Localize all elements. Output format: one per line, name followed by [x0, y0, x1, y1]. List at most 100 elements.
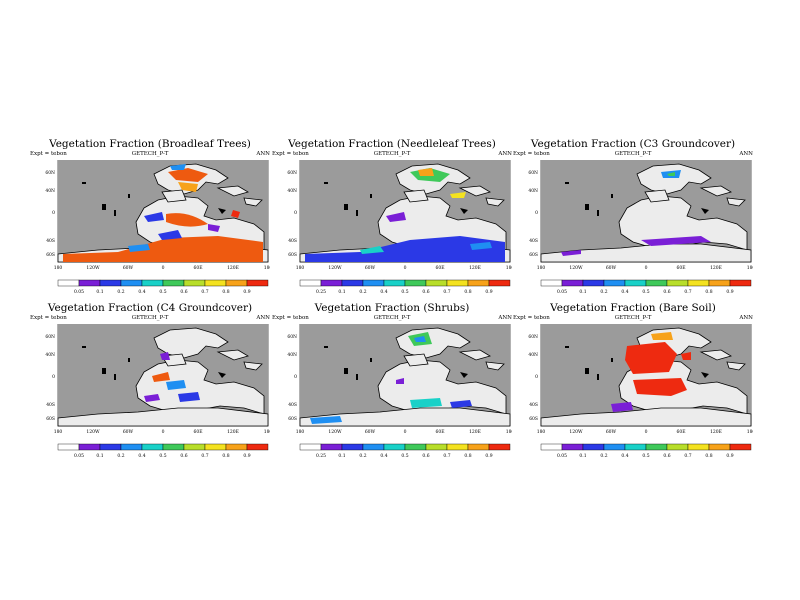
lon-tick-label: 0	[162, 429, 165, 434]
lat-tick-label: 0	[535, 210, 538, 216]
colorbar-label: 0.9	[243, 289, 250, 295]
lat-tick-label: 40S	[46, 402, 55, 408]
colorbar-swatch	[320, 279, 343, 287]
panel-c3: Vegetation Fraction (C3 Groundcover) Exp…	[513, 138, 753, 298]
colorbar-label: 0.6	[663, 453, 670, 459]
lat-tick-label: 0	[294, 210, 297, 216]
lon-tick-label: 60W	[365, 429, 376, 434]
season-label: ANN	[256, 315, 270, 321]
colorbar-label: 0.7	[201, 289, 208, 295]
colorbar-label: 0.1	[96, 289, 103, 295]
map-c3: 60N 40N 0 40S 60S 180 120W 60W 0 60E 120E 180	[528, 160, 753, 270]
colorbar-swatch	[362, 443, 385, 451]
lat-tick-label: 60S	[529, 416, 538, 422]
colorbar-swatch	[120, 443, 143, 451]
expt-label: Expt = tebon	[30, 315, 67, 321]
colorbar-swatch	[645, 443, 668, 451]
lat-tick-label: 40S	[288, 402, 297, 408]
colorbar-swatch	[540, 279, 563, 287]
season-label: ANN	[498, 151, 512, 157]
colorbar-label: 0.6	[180, 289, 187, 295]
lat-tick-label: 40S	[288, 238, 297, 244]
colorbar-label: 0.8	[705, 289, 712, 295]
colorbar-swatch	[341, 443, 364, 451]
expt-label: Expt = tebon	[513, 151, 550, 157]
lat-tick-label: 0	[535, 374, 538, 380]
subtitle: GETECH_P-T	[614, 151, 652, 157]
lon-tick-label: 180	[54, 265, 63, 270]
colorbar-swatch	[645, 279, 668, 287]
lon-tick-label: 60E	[676, 429, 685, 434]
colorbar-label: 0.1	[338, 289, 345, 295]
colorbar-label: 0.6	[422, 453, 429, 459]
colorbar-swatch	[561, 279, 584, 287]
colorbar-swatch	[624, 443, 647, 451]
colorbar-label: 0.5	[159, 453, 166, 459]
lon-tick-label: 60E	[435, 265, 444, 270]
lon-tick-label: 180	[537, 429, 546, 434]
lon-tick-label: 180	[537, 265, 546, 270]
colorbar-swatch	[383, 279, 406, 287]
colorbar-swatch	[320, 443, 343, 451]
lat-tick-label: 60S	[288, 252, 297, 258]
lat-tick-label: 60S	[288, 416, 297, 422]
colorbar: 0.05 0.1 0.2 0.4 0.5 0.6 0.7 0.8 0.9	[540, 279, 752, 295]
colorbar-label: 0.9	[726, 289, 733, 295]
map-content	[540, 324, 752, 427]
colorbar-swatch	[404, 279, 427, 287]
lon-tick-label: 120E	[710, 265, 722, 270]
lat-tick-label: 40N	[45, 352, 55, 358]
expt-label: Expt = tebon	[272, 151, 309, 157]
lon-tick-label: 120W	[86, 265, 100, 270]
colorbar-swatch	[183, 443, 206, 451]
colorbar-label: 0.2	[600, 453, 607, 459]
lon-tick-label: 180	[264, 265, 270, 270]
subtitle: GETECH_P-T	[373, 315, 411, 321]
colorbar-swatch	[488, 279, 511, 287]
season-label: ANN	[256, 151, 270, 157]
map-content	[540, 160, 752, 263]
colorbar: 0.05 0.1 0.2 0.4 0.5 0.6 0.7 0.8 0.9	[57, 443, 269, 459]
season-label: ANN	[739, 315, 753, 321]
colorbar-label: 0.05	[74, 289, 84, 295]
colorbar-swatch	[141, 443, 164, 451]
colorbar-label: 0.4	[621, 289, 628, 295]
colorbar-label: 0.8	[464, 453, 471, 459]
colorbar-label: 0.7	[201, 453, 208, 459]
panel-title: Vegetation Fraction (C3 Groundcover)	[530, 138, 736, 150]
lon-tick-label: 120E	[227, 265, 239, 270]
colorbar: 0.05 0.1 0.2 0.4 0.5 0.6 0.7 0.8 0.9	[540, 443, 752, 459]
lon-tick-label: 0	[162, 265, 165, 270]
lon-tick-label: 180	[747, 429, 753, 434]
lat-tick-label: 40S	[46, 238, 55, 244]
colorbar-label: 0.6	[180, 453, 187, 459]
season-label: ANN	[739, 151, 753, 157]
lon-tick-label: 180	[747, 265, 753, 270]
colorbar-label: 0.8	[222, 453, 229, 459]
colorbar-swatch	[425, 443, 448, 451]
colorbar-swatch	[204, 279, 227, 287]
colorbar-swatch	[603, 279, 626, 287]
colorbar-swatch	[246, 279, 269, 287]
lat-tick-label: 40N	[45, 188, 55, 194]
colorbar-label: 0.5	[642, 453, 649, 459]
colorbar-label: 0.6	[663, 289, 670, 295]
colorbar-swatch	[687, 443, 710, 451]
colorbar-swatch	[78, 443, 101, 451]
colorbar-label: 0.7	[684, 453, 691, 459]
map-content	[299, 324, 511, 427]
lon-tick-label: 60E	[435, 429, 444, 434]
colorbar-swatch	[561, 443, 584, 451]
lat-tick-label: 0	[52, 374, 55, 380]
colorbar-swatch	[225, 443, 248, 451]
colorbar-label: 0.2	[600, 289, 607, 295]
colorbar-swatch	[99, 279, 122, 287]
colorbar-swatch	[446, 443, 469, 451]
colorbar-label: 0.4	[138, 453, 145, 459]
colorbar-swatch	[299, 443, 322, 451]
lon-tick-label: 120E	[710, 429, 722, 434]
colorbar-swatch	[708, 279, 731, 287]
expt-label: Expt = tebon	[513, 315, 550, 321]
colorbar-label: 0.1	[579, 289, 586, 295]
